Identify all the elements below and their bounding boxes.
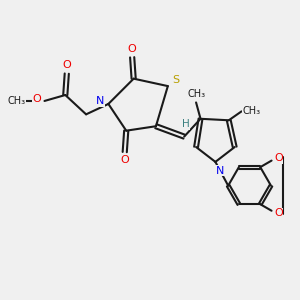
- Text: N: N: [216, 166, 224, 176]
- Text: O: O: [62, 60, 71, 70]
- Text: CH₃: CH₃: [187, 89, 205, 99]
- Text: S: S: [172, 75, 180, 85]
- Text: CH₃: CH₃: [243, 106, 261, 116]
- Text: O: O: [128, 44, 136, 54]
- Text: O: O: [274, 153, 283, 163]
- Text: O: O: [33, 94, 41, 104]
- Text: O: O: [274, 208, 283, 218]
- Text: CH₃: CH₃: [8, 96, 26, 106]
- Text: N: N: [96, 96, 104, 106]
- Text: O: O: [120, 155, 129, 165]
- Text: H: H: [182, 119, 190, 129]
